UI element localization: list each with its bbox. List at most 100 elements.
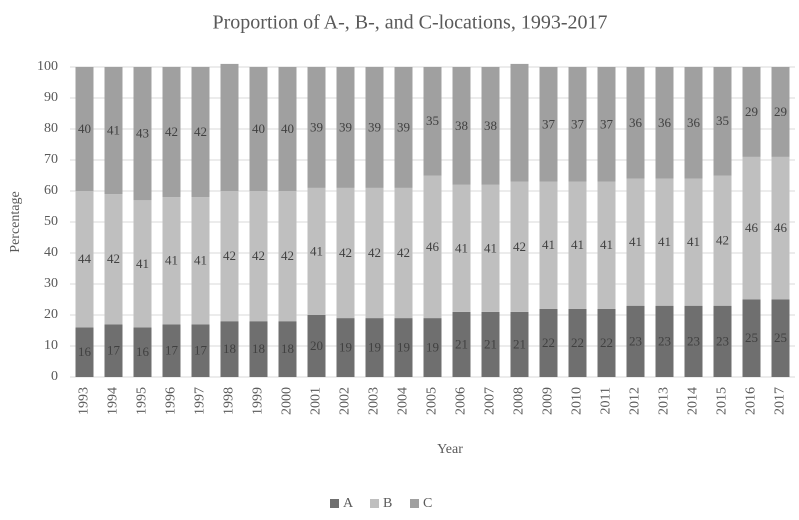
y-tick-label: 80	[44, 121, 58, 136]
bar-segment	[423, 67, 442, 176]
data-label: 20	[310, 338, 323, 353]
bar-segment	[307, 315, 326, 377]
x-tick-label: 1994	[106, 387, 121, 415]
x-tick-label: 2000	[280, 387, 295, 415]
data-label: 40	[281, 121, 294, 136]
data-label: 23	[716, 333, 729, 348]
y-tick-label: 70	[44, 152, 58, 167]
x-tick-label: 2017	[773, 387, 788, 415]
bar-segment	[481, 311, 500, 377]
data-label: 16	[136, 344, 150, 359]
bar-segment	[365, 187, 384, 319]
data-label: 22	[542, 335, 555, 350]
data-label: 21	[513, 336, 526, 351]
bar-segment	[742, 156, 761, 300]
bar-segment	[191, 324, 210, 377]
legend-label: C	[423, 496, 432, 511]
data-label: 41	[455, 240, 468, 255]
data-label: 18	[252, 341, 265, 356]
x-axis-title: Year	[437, 442, 463, 457]
y-tick-label: 0	[51, 369, 58, 384]
data-label: 37	[542, 116, 556, 131]
bar-segment	[191, 67, 210, 198]
bar-segment	[278, 67, 297, 191]
data-label: 39	[310, 119, 323, 134]
bar-segment	[162, 67, 181, 198]
x-tick-label: 2007	[483, 387, 498, 415]
data-label: 41	[165, 253, 178, 268]
bar-segment	[684, 67, 703, 179]
x-tick-label: 2016	[744, 387, 759, 415]
bar-segment	[394, 67, 413, 188]
x-tick-label: 1997	[193, 387, 208, 415]
bar-segment	[278, 321, 297, 377]
data-label: 36	[658, 115, 672, 130]
bar-segment	[771, 299, 790, 377]
bar-segment	[510, 63, 529, 182]
data-label: 41	[687, 234, 700, 249]
x-tick-label: 2004	[396, 387, 411, 415]
data-label: 36	[687, 115, 701, 130]
data-label: 40	[252, 121, 265, 136]
bar-segment	[452, 67, 471, 185]
x-tick-label: 2013	[657, 387, 672, 415]
bar-segment	[365, 67, 384, 188]
bar-segment	[597, 308, 616, 377]
bar-segment	[104, 194, 123, 325]
data-label: 42	[368, 245, 381, 260]
data-label: 38	[484, 118, 497, 133]
bar-segment	[771, 67, 790, 157]
y-tick-label: 30	[44, 276, 58, 291]
data-label: 41	[310, 243, 323, 258]
x-tick-label: 2003	[367, 387, 382, 415]
data-label: 42	[223, 248, 236, 263]
bar-segment	[684, 178, 703, 306]
data-label: 19	[368, 340, 381, 355]
bar-segment	[336, 67, 355, 188]
data-label: 25	[774, 330, 787, 345]
bar-segment	[568, 308, 587, 377]
bar-segment	[220, 321, 239, 377]
bar-segment	[510, 311, 529, 377]
bar-segment	[75, 67, 94, 191]
bar-segment	[307, 67, 326, 188]
x-tick-label: 1998	[222, 387, 237, 415]
bar-segment	[539, 308, 558, 377]
data-label: 42	[107, 251, 120, 266]
data-label: 29	[745, 104, 758, 119]
bar-segment	[626, 67, 645, 179]
data-label: 42	[165, 124, 178, 139]
data-label: 18	[281, 341, 294, 356]
y-tick-label: 10	[44, 338, 58, 353]
legend-label: B	[383, 496, 392, 511]
data-label: 17	[107, 343, 121, 358]
bar-segment	[713, 175, 732, 306]
data-label: 41	[629, 234, 642, 249]
data-label: 37	[571, 116, 585, 131]
data-label: 16	[78, 344, 92, 359]
bar-segment	[133, 67, 152, 201]
bar-segment	[626, 305, 645, 377]
data-label: 42	[194, 124, 207, 139]
bar-segment	[452, 184, 471, 312]
data-label: 21	[455, 336, 468, 351]
data-label: 46	[426, 239, 440, 254]
bar-segment	[655, 178, 674, 306]
legend-swatch	[330, 499, 339, 508]
bar-segment	[249, 67, 268, 191]
legend-swatch	[410, 499, 419, 508]
bar-segment	[423, 175, 442, 319]
x-tick-label: 2008	[512, 387, 527, 415]
legend-swatch	[370, 499, 379, 508]
x-tick-label: 1999	[251, 387, 266, 415]
data-label: 22	[600, 335, 613, 350]
bar-segment	[568, 181, 587, 309]
bar-segment	[394, 318, 413, 377]
x-tick-label: 2002	[338, 387, 353, 415]
bar-segment	[423, 318, 442, 377]
data-label: 41	[107, 123, 120, 138]
data-label: 17	[165, 343, 179, 358]
x-tick-label: 2009	[541, 387, 556, 415]
bar-segment	[771, 156, 790, 300]
